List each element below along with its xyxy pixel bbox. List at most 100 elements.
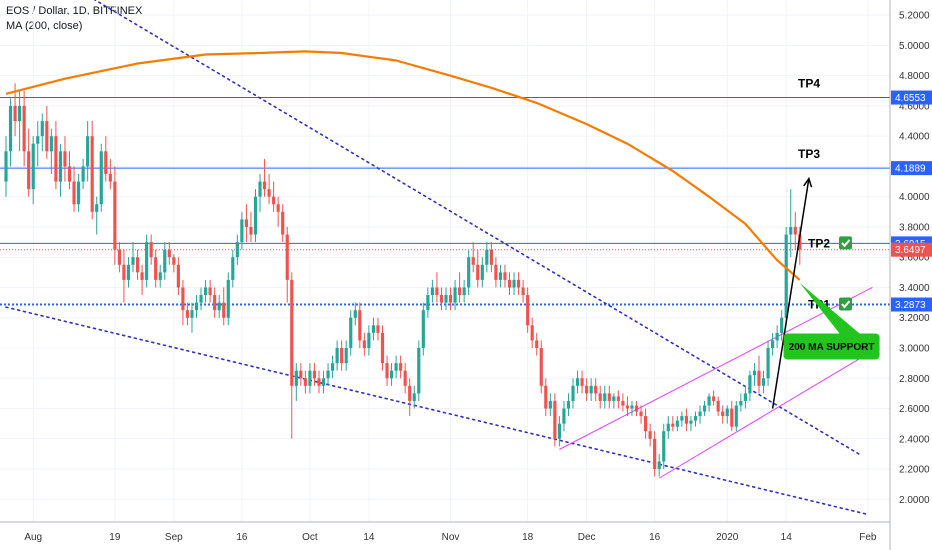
candle-body bbox=[335, 348, 339, 364]
candle-body bbox=[399, 363, 403, 371]
y-tick-label: 3.8000 bbox=[899, 222, 930, 233]
y-tick-label: 5.0000 bbox=[899, 41, 930, 52]
candle-body bbox=[716, 400, 720, 412]
candle-body bbox=[666, 423, 670, 432]
candle-body bbox=[444, 295, 448, 303]
support-callout-box bbox=[783, 333, 880, 360]
candle-body bbox=[521, 287, 525, 296]
candle-body bbox=[176, 264, 180, 288]
candle-body bbox=[634, 405, 639, 412]
candle-body bbox=[108, 174, 112, 182]
candle-body bbox=[789, 226, 793, 235]
candle-body bbox=[712, 396, 716, 401]
candle-body bbox=[507, 279, 512, 288]
candle-body bbox=[526, 295, 530, 326]
candle-body bbox=[235, 242, 239, 258]
candle-body bbox=[780, 317, 784, 333]
candle-body bbox=[702, 405, 707, 412]
candle-body bbox=[285, 234, 289, 280]
x-tick-label: Aug bbox=[24, 532, 42, 543]
tp-label-tp2: TP2 bbox=[808, 236, 830, 250]
candle-body bbox=[76, 181, 81, 205]
candle-body bbox=[27, 151, 31, 190]
y-tick-label: 4.0000 bbox=[899, 192, 930, 203]
x-tick-label: 14 bbox=[781, 532, 793, 543]
candle-body bbox=[471, 257, 475, 265]
candle-body bbox=[117, 249, 121, 265]
y-tick-label: 3.2000 bbox=[899, 313, 930, 324]
candle-body bbox=[40, 121, 44, 137]
level-badge-label: 4.1889 bbox=[895, 164, 926, 175]
candle-body bbox=[281, 211, 285, 235]
candle-body bbox=[458, 287, 462, 296]
support-callout-pointer bbox=[799, 282, 860, 334]
y-tick-label: 3.4000 bbox=[899, 283, 930, 294]
candle-body bbox=[535, 340, 539, 348]
candle-body bbox=[344, 348, 348, 364]
candle-body bbox=[253, 196, 258, 235]
candle-body bbox=[226, 279, 230, 318]
x-tick-label: Oct bbox=[302, 532, 318, 543]
candle-body bbox=[566, 400, 571, 409]
candle-body bbox=[258, 181, 262, 197]
candle-body bbox=[467, 257, 471, 288]
candle-body bbox=[607, 393, 611, 401]
candle-body bbox=[761, 378, 766, 386]
candle-body bbox=[217, 302, 221, 311]
candle-body bbox=[190, 310, 194, 318]
candle-body bbox=[86, 136, 90, 167]
channel-lower bbox=[658, 350, 873, 479]
candle-body bbox=[81, 166, 85, 182]
y-tick-label: 2.2000 bbox=[899, 465, 930, 476]
candle-body bbox=[512, 279, 516, 288]
candle-body bbox=[693, 416, 698, 421]
candle-body bbox=[394, 363, 398, 371]
candle-body bbox=[725, 408, 729, 417]
candle-body bbox=[113, 181, 117, 250]
candle-body bbox=[625, 405, 630, 409]
candle-body bbox=[684, 416, 688, 424]
candle-body bbox=[621, 400, 625, 406]
candle-body bbox=[448, 295, 453, 303]
candle-body bbox=[403, 370, 407, 386]
candle-body bbox=[90, 136, 94, 212]
candle-body bbox=[22, 105, 26, 152]
candle-body bbox=[539, 348, 543, 386]
support-callout-text: 200 MA SUPPORT bbox=[789, 342, 875, 353]
candle-body bbox=[240, 219, 244, 243]
candle-body bbox=[793, 226, 797, 235]
candle-body bbox=[662, 431, 666, 462]
x-tick-label: Dec bbox=[578, 532, 596, 543]
candle-body bbox=[771, 340, 775, 348]
level-badge-label: 3.2873 bbox=[895, 300, 926, 311]
y-tick-label: 2.8000 bbox=[899, 374, 930, 385]
candle-body bbox=[167, 249, 171, 258]
candle-body bbox=[276, 204, 280, 212]
candle-body bbox=[371, 325, 376, 333]
trendline-layer bbox=[5, 0, 873, 516]
symbol-title: EOS / Dollar, 1D, BITFINEX bbox=[6, 5, 143, 17]
candle-body bbox=[231, 257, 235, 280]
candle-body bbox=[408, 385, 412, 401]
candle-body bbox=[58, 151, 63, 182]
candle-body bbox=[213, 295, 217, 311]
candle-body bbox=[208, 287, 212, 296]
candle-body bbox=[657, 461, 661, 470]
x-tick-label: Nov bbox=[442, 532, 460, 543]
candle-body bbox=[380, 332, 385, 364]
candle-body bbox=[589, 385, 593, 394]
x-tick-label: Sep bbox=[165, 532, 183, 543]
candle-body bbox=[154, 257, 158, 280]
candle-body bbox=[426, 295, 430, 311]
candle-body bbox=[435, 287, 439, 296]
candle-body bbox=[648, 431, 652, 439]
candle-body bbox=[149, 242, 153, 258]
y-tick-label: 2.0000 bbox=[899, 495, 930, 506]
annotation-layer: TP4TP3TP2TP1200 MA SUPPORT bbox=[771, 77, 880, 409]
target-arrow-shaft bbox=[771, 178, 810, 409]
candle-body bbox=[675, 420, 679, 427]
candle-body bbox=[575, 378, 580, 386]
candle-body bbox=[8, 105, 13, 152]
